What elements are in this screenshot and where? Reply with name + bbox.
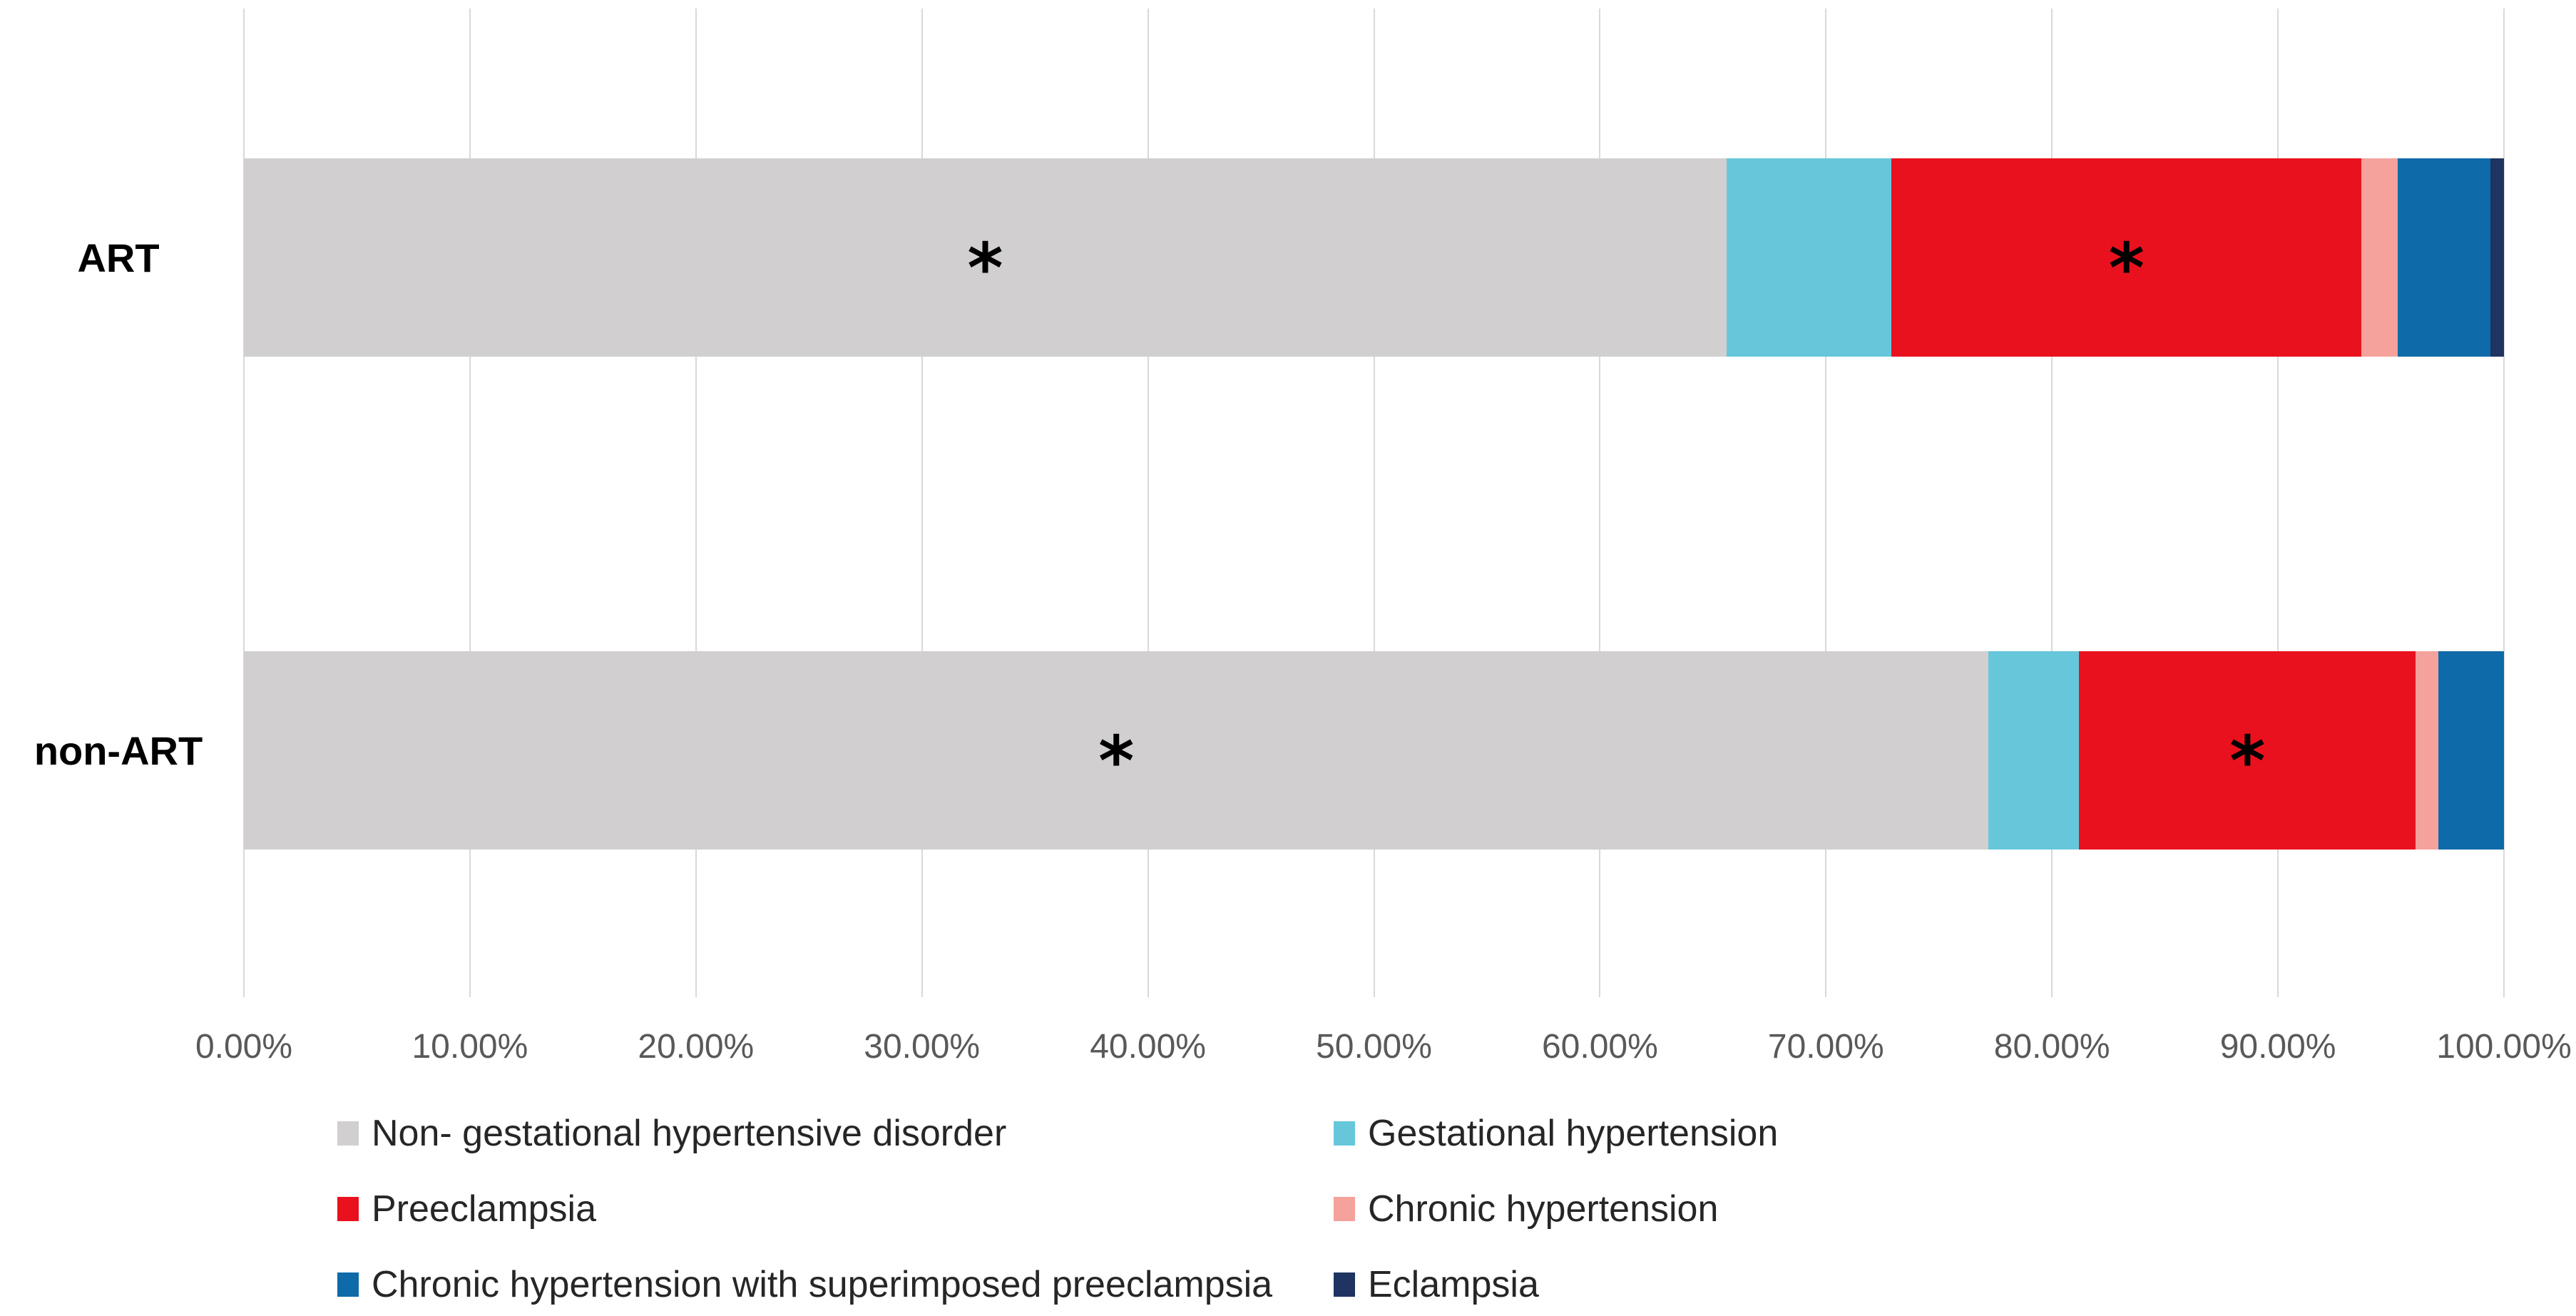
segment-chronic-hypertension [2416,651,2439,850]
gridline [243,9,245,997]
segment-chronic-hypertension [2361,158,2398,357]
x-tick-label: 30.00% [864,1028,981,1066]
segment-gestational-hypertension [1988,651,2080,850]
legend-item-eclampsia: Eclampsia [1334,1263,1539,1306]
legend-row: Preeclampsia Chronic hypertension [337,1185,1778,1233]
gridline [1373,9,1375,997]
significance-asterisk: * [1098,721,1135,802]
legend-swatch [337,1121,359,1146]
x-tick-label: 80.00% [1993,1028,2110,1066]
legend-label: Non- gestational hypertensive disorder [372,1113,1007,1154]
legend-swatch [337,1197,359,1221]
segment-chronic-hypertension-with-superimposed-preeclampsia [2398,158,2490,357]
category-label-art: ART [77,235,160,280]
segment-gestational-hypertension [1726,158,1892,357]
legend-label: Chronic hypertension [1368,1188,1719,1230]
segment-eclampsia [2490,158,2504,357]
gridline [695,9,697,997]
legend-row: Non- gestational hypertensive disorder Ge… [337,1110,1778,1157]
legend-label: Preeclampsia [372,1188,597,1230]
gridline [2051,9,2053,997]
segment-non-gestational-hypertensive-disorder [244,651,1989,850]
legend-item-gestational-hypertension: Gestational hypertension [1334,1112,1778,1155]
gridline [2277,9,2279,997]
legend-swatch [1334,1197,1355,1221]
legend-item-chronic-hypertension-with-superimposed-preeclampsia: Chronic hypertension with superimposed p… [337,1263,1334,1306]
x-tick-label: 90.00% [2219,1028,2336,1066]
legend-label: Gestational hypertension [1368,1113,1779,1154]
category-label-non-art: non-ART [34,728,203,773]
gridline [469,9,471,997]
gridline [1147,9,1149,997]
x-tick-label: 20.00% [638,1028,755,1066]
bar-non-art [244,651,2504,850]
legend: Non- gestational hypertensive disorder Ge… [337,1110,1778,1316]
legend-row: Chronic hypertension with superimposed p… [337,1261,1778,1308]
gridline [2503,9,2505,997]
legend-item-non-gestational-hypertensive-disorder: Non- gestational hypertensive disorder [337,1112,1334,1155]
legend-swatch [1334,1121,1355,1146]
legend-label: Eclampsia [1368,1264,1539,1305]
bar-art [244,158,2504,357]
x-tick-label: 40.00% [1090,1028,1206,1066]
legend-item-chronic-hypertension: Chronic hypertension [1334,1188,1718,1230]
significance-asterisk: * [2229,721,2266,802]
x-tick-label: 60.00% [1541,1028,1658,1066]
legend-label: Chronic hypertension with superimposed p… [372,1264,1273,1305]
x-tick-label: 50.00% [1316,1028,1432,1066]
legend-swatch [337,1272,359,1297]
significance-asterisk: * [2108,228,2145,309]
gridline [921,9,923,997]
x-tick-label: 100.00% [2436,1028,2572,1066]
segment-non-gestational-hypertensive-disorder [244,158,1727,357]
gridline [1825,9,1827,997]
segment-preeclampsia [1891,158,2362,357]
x-tick-label: 0.00% [195,1028,293,1066]
gridline [1599,9,1601,997]
plot-area: * * * * [243,9,2505,997]
legend-item-preeclampsia: Preeclampsia [337,1188,1334,1230]
x-tick-label: 10.00% [412,1028,528,1066]
segment-preeclampsia [2079,651,2416,850]
significance-asterisk: * [967,228,1003,309]
x-tick-label: 70.00% [1767,1028,1884,1066]
legend-swatch [1334,1272,1355,1297]
segment-chronic-hypertension-with-superimposed-preeclampsia [2438,651,2504,850]
